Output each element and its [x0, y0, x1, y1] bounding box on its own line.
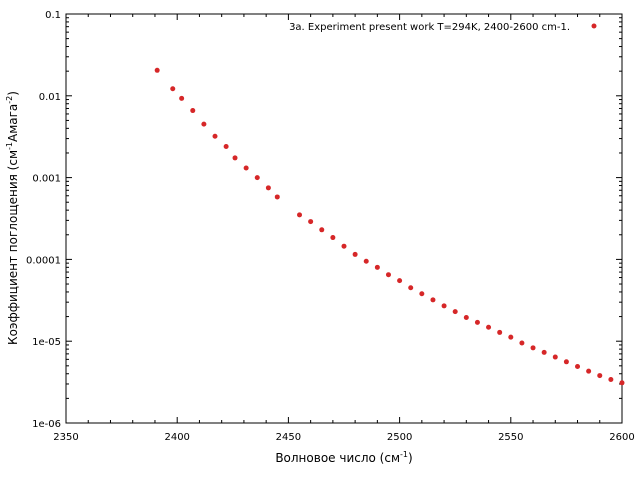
y-axis-title: Коэффициент поглощения (см-1Амага-2) [5, 91, 20, 345]
data-point [397, 278, 403, 284]
data-point [212, 133, 218, 139]
legend-marker [591, 23, 597, 29]
x-axis-title-sup: -1 [400, 450, 408, 459]
y-tick-label: 0.01 [39, 92, 61, 103]
data-point [243, 165, 249, 171]
data-point [265, 185, 271, 191]
y-tick-label: 1e-06 [32, 419, 61, 430]
y-axis-title-main: Коэффициент поглощения (см [6, 150, 20, 345]
x-tick-label: 2600 [609, 432, 634, 443]
data-point [575, 364, 581, 370]
data-point [374, 264, 380, 270]
data-point [170, 86, 176, 92]
x-tick-label: 2450 [276, 432, 301, 443]
data-point [330, 235, 336, 241]
data-point [154, 67, 160, 73]
data-point [586, 368, 592, 374]
data-point [179, 95, 185, 101]
tick-marks [65, 13, 623, 424]
data-point [308, 219, 314, 225]
y-tick-label: 0.0001 [26, 255, 61, 266]
data-point [608, 377, 614, 383]
data-point [341, 243, 347, 249]
data-point [232, 155, 238, 161]
x-axis-title-main: Волновое число (см [275, 451, 400, 465]
y-axis-title-sup2: -2 [5, 96, 14, 104]
x-tick-label: 2350 [53, 432, 78, 443]
y-axis-title-mid: Амага [6, 104, 20, 142]
data-point [552, 354, 558, 360]
plot-frame [65, 13, 623, 424]
y-axis-title-sup1: -1 [5, 142, 14, 150]
data-point [463, 314, 469, 320]
tick-labels: 2350 2400 2450 2500 2550 2600 1e-06 1e-05 0.0001… [26, 10, 635, 443]
y-tick-label: 0.001 [32, 174, 61, 185]
data-point [201, 121, 207, 127]
legend: 3a. Experiment present work T=294K, 2400… [289, 22, 597, 33]
data-point [223, 143, 229, 149]
data-point [541, 349, 547, 355]
x-axis-title: Волновое число (см-1) [275, 450, 412, 465]
legend-label: 3a. Experiment present work T=294K, 2400… [289, 22, 570, 33]
x-tick-label: 2550 [498, 432, 523, 443]
data-point [474, 319, 480, 325]
data-point [597, 373, 603, 379]
data-point [274, 194, 280, 200]
x-tick-label: 2500 [387, 432, 412, 443]
y-axis-title-end: ) [6, 91, 20, 96]
y-tick-label: 0.1 [45, 10, 61, 21]
y-tick-label: 1e-05 [32, 337, 61, 348]
x-tick-label: 2400 [164, 432, 189, 443]
data-point [352, 251, 358, 257]
data-point [441, 303, 447, 309]
data-point [619, 380, 625, 386]
data-point [508, 334, 514, 340]
data-point [297, 212, 303, 218]
data-point [430, 297, 436, 303]
data-point [497, 329, 503, 335]
data-point [519, 340, 525, 346]
data-point [319, 227, 325, 233]
data-point [452, 309, 458, 315]
data-point [254, 175, 260, 181]
x-axis-title-end: ) [408, 451, 413, 465]
data-points [154, 67, 625, 386]
data-point [385, 272, 391, 278]
data-point [563, 359, 569, 365]
data-point [419, 291, 425, 297]
data-point [530, 345, 536, 351]
data-point [486, 324, 492, 330]
data-point [363, 258, 369, 264]
data-point [408, 285, 414, 291]
data-point [190, 108, 196, 114]
